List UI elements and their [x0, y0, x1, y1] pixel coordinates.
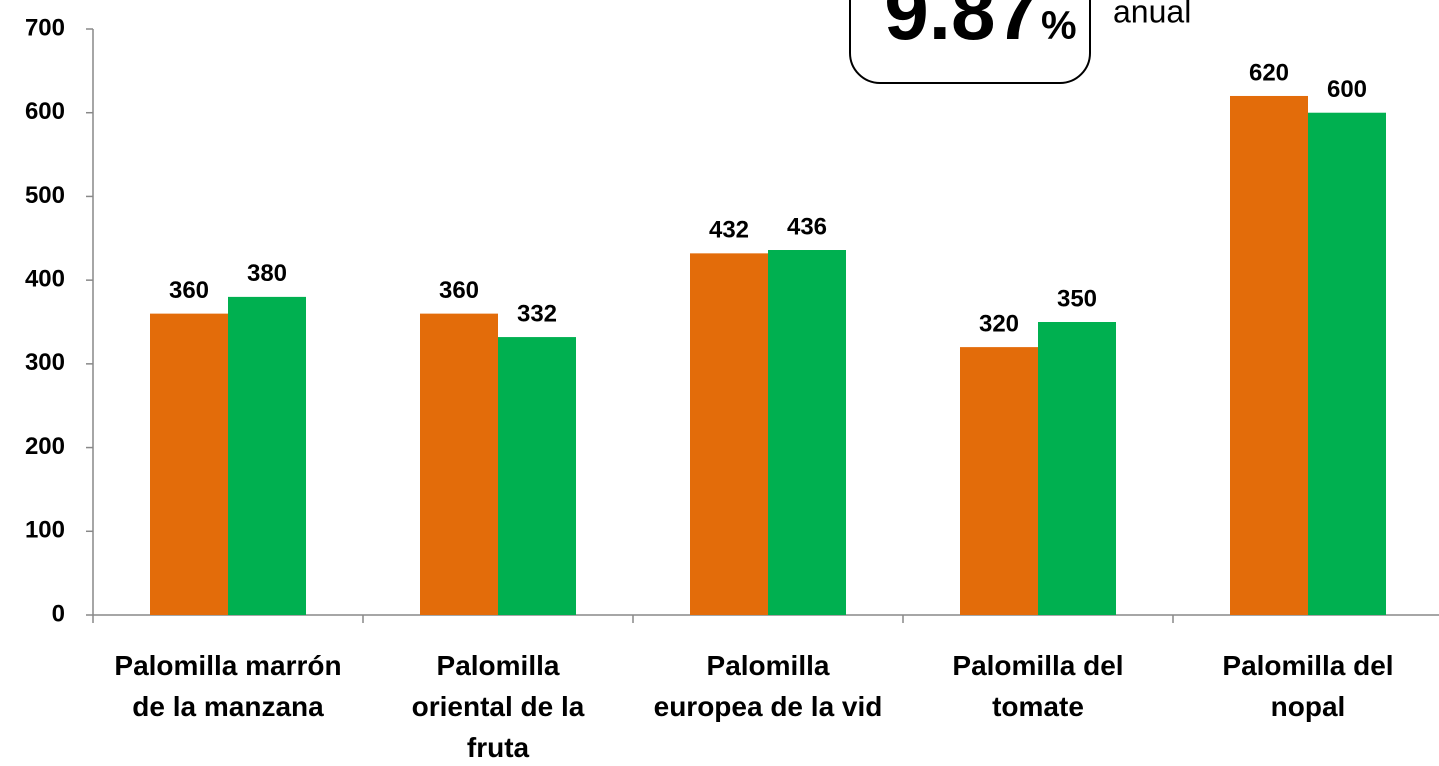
value-label: 320 [979, 310, 1019, 337]
value-label: 432 [709, 217, 749, 244]
value-label: 620 [1249, 59, 1289, 86]
annotation-unit: % [1041, 4, 1077, 48]
annotation-note: anual [1113, 0, 1191, 29]
bar [768, 250, 846, 615]
bar [1308, 112, 1386, 615]
annotation-box [849, 0, 1091, 84]
bar [1038, 322, 1116, 615]
value-label: 360 [439, 277, 479, 304]
y-tick-label: 200 [25, 433, 65, 460]
x-tick-label: Palomilla oriental de la fruta [411, 650, 585, 763]
value-label: 360 [169, 277, 209, 304]
y-tick-label: 700 [25, 14, 65, 41]
bar [690, 253, 768, 615]
value-label: 380 [247, 260, 287, 287]
y-tick-label: 100 [25, 517, 65, 544]
value-label: 350 [1057, 285, 1097, 312]
x-tick-label: Palomilla del nopal [1222, 650, 1394, 722]
bar [150, 313, 228, 615]
bar [228, 296, 306, 615]
x-tick-label: Palomilla marrón de la manzana [114, 650, 342, 722]
value-label: 332 [517, 300, 557, 327]
x-tick-label: Palomilla europea de la vid [653, 650, 883, 722]
y-tick-label: 600 [25, 98, 65, 125]
bar [498, 337, 576, 615]
value-label: 600 [1327, 76, 1367, 103]
bar [1230, 95, 1308, 615]
annotation-value: 9.87 [884, 0, 1040, 56]
bar [960, 347, 1038, 615]
x-tick-label: Palomilla del tomate [952, 650, 1124, 722]
y-tick-label: 0 [52, 600, 65, 627]
y-tick-label: 400 [25, 265, 65, 292]
y-tick-label: 500 [25, 182, 65, 209]
value-label: 436 [787, 213, 827, 240]
y-tick-label: 300 [25, 349, 65, 376]
bar [420, 313, 498, 615]
